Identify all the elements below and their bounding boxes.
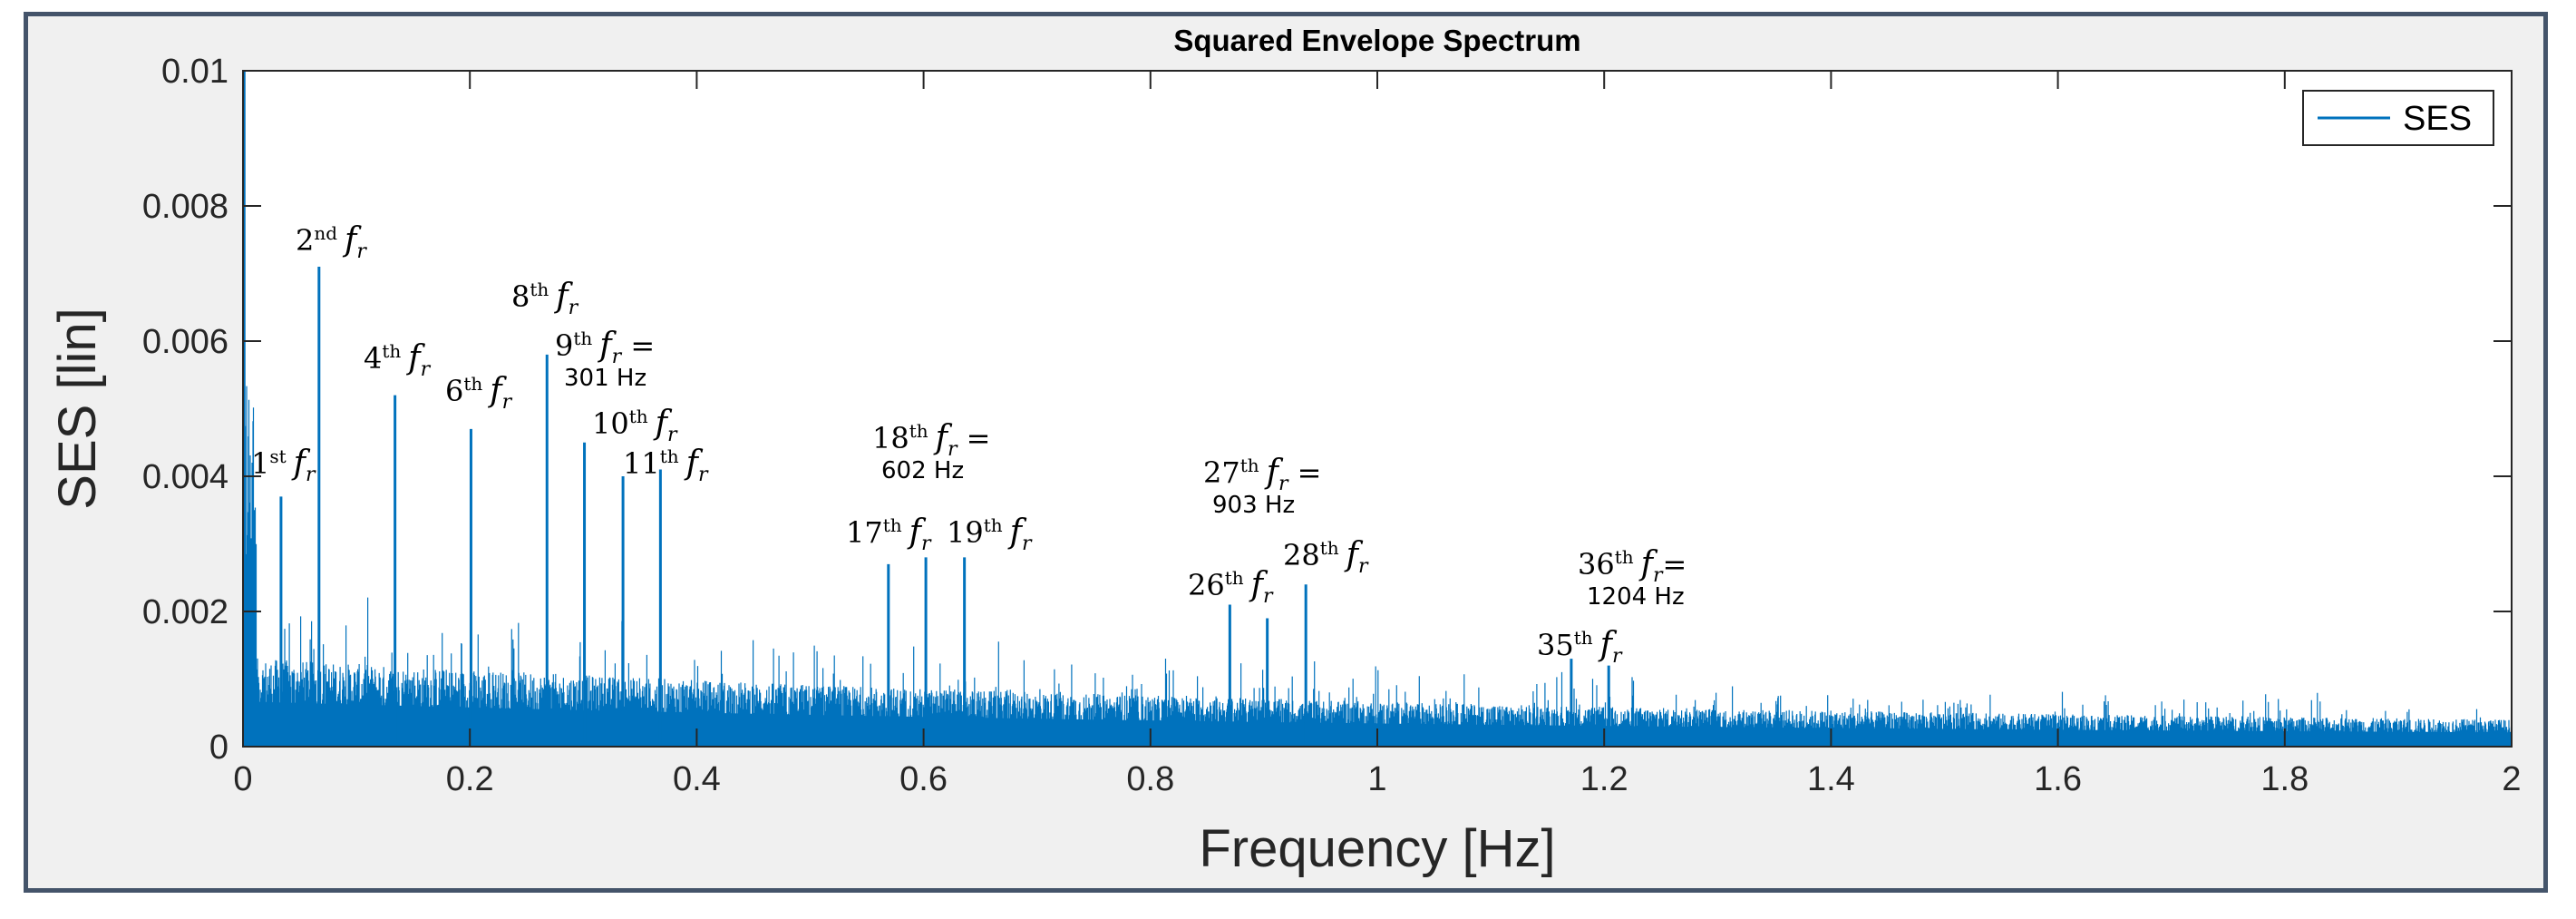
legend: SES [2302, 90, 2494, 146]
y-tick-label: 0 [209, 728, 228, 767]
x-tick-label: 1.6 [2034, 760, 2082, 798]
y-tick-label: 0.01 [161, 53, 228, 91]
x-tick-label: 2 [2502, 760, 2521, 798]
x-tick-label: 1.8 [2260, 760, 2309, 798]
x-tick-label: 0.8 [1126, 760, 1174, 798]
peak-annotation-8: 8th fr [511, 278, 579, 319]
peak-annotation-27-freq: 903 Hz [1212, 492, 1295, 519]
peak-annotation-36: 36th fr= [1578, 545, 1687, 587]
x-tick-label: 0.2 [446, 760, 494, 798]
x-tick-label: 0.6 [899, 760, 948, 798]
peak-annotation-27: 27th fr = [1203, 454, 1321, 495]
peak-annotation-26: 26th fr [1188, 566, 1274, 608]
peak-annotation-36-freq: 1204 Hz [1587, 583, 1685, 611]
x-axis-label: Frequency [Hz] [1199, 819, 1555, 878]
x-tick-label: 0.4 [673, 760, 721, 798]
x-tick-label: 1.4 [1807, 760, 1855, 798]
peak-annotation-9-freq: 301 Hz [564, 365, 646, 392]
peak-annotation-19: 19th fr [947, 513, 1033, 555]
plot-area [243, 71, 2512, 747]
peak-annotation-17: 17th fr [846, 513, 932, 555]
peak-annotation-18-freq: 602 Hz [881, 457, 964, 484]
y-tick-label: 0.002 [142, 593, 228, 631]
y-tick-label: 0.004 [142, 458, 228, 496]
y-tick-label: 0.008 [142, 188, 228, 226]
peak-annotation-10: 10th fr [592, 405, 678, 446]
y-axis-label: SES [lin] [48, 308, 107, 509]
peak-annotation-4: 4th fr [364, 339, 432, 381]
peak-annotation-18: 18th fr = [872, 419, 990, 461]
peak-annotation-9: 9th fr = [555, 327, 655, 368]
x-tick-label: 1.2 [1580, 760, 1628, 798]
legend-entry-ses: SES [2403, 100, 2472, 138]
chart-title: Squared Envelope Spectrum [1173, 24, 1580, 57]
x-tick-label: 1 [1367, 760, 1386, 798]
x-tick-label: 0 [233, 760, 252, 798]
y-tick-label: 0.006 [142, 323, 228, 361]
ses-noise-fill [243, 701, 2512, 747]
